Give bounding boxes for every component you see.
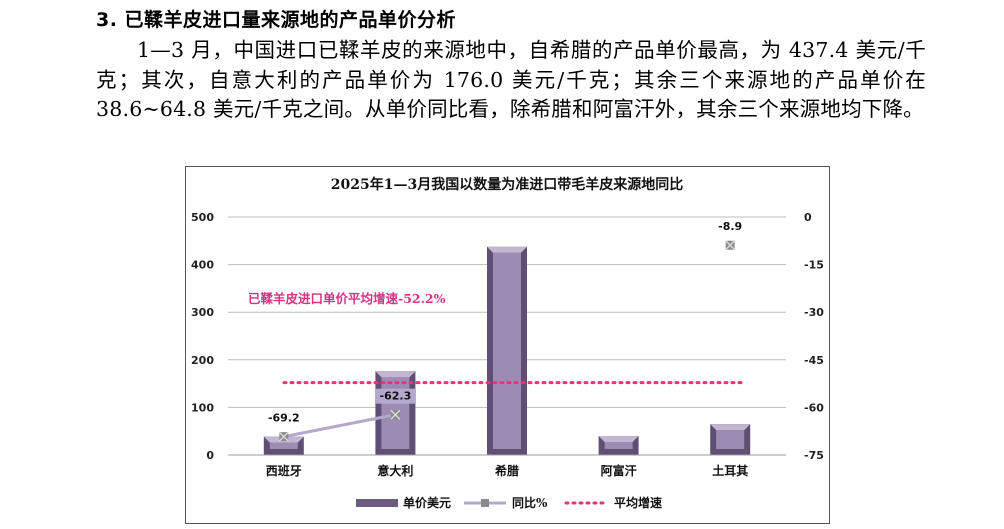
yoy-label-bg [713,219,748,235]
legend-item-yoy: 同比% [464,495,548,510]
right-axis-tick-label: -30 [804,306,824,319]
left-axis-tick-label: 100 [191,401,214,414]
legend-item-average: 平均增速 [564,495,662,510]
bar-西班牙 [263,436,304,455]
svg-text:单价美元: 单价美元 [403,495,451,510]
yoy-marker-土耳其 [725,240,736,251]
body-paragraph: 1—3 月，中国进口已鞣羊皮的来源地中，自希腊的产品单价最高，为 437.4 美… [96,38,926,121]
svg-text:同比%: 同比% [512,495,548,510]
left-axis-tick-label: 500 [191,211,214,224]
yoy-data-label: -62.3 [380,390,412,403]
yoy-marker-意大利 [390,409,401,420]
yoy-marker-西班牙 [278,431,289,442]
right-axis-tick-label: 0 [804,211,812,224]
left-axis-tick-label: 400 [191,259,214,272]
chart-title: 2025年1—3月我国以数量为准进口带毛羊皮来源地同比 [331,176,683,193]
category-label: 土耳其 [712,463,748,478]
bar-土耳其 [710,424,751,455]
yoy-data-label: -69.2 [268,412,300,425]
section-heading: 3. 已鞣羊皮进口量来源地的产品单价分析 [96,9,457,31]
yoy-data-label: -8.9 [718,220,742,233]
left-axis-tick-label: 200 [191,354,214,367]
svg-text:平均增速: 平均增速 [614,495,662,510]
left-axis-tick-label: 300 [191,306,214,319]
right-axis-tick-label: -15 [804,259,824,272]
legend-item-price: 单价美元 [356,495,451,510]
yoy-line-segment [283,413,396,439]
average-growth-annotation: 已鞣羊皮进口单价平均增速-52.2% [248,291,446,306]
category-label: 希腊 [494,463,519,478]
right-axis-tick-label: -75 [804,449,824,462]
right-axis-tick-label: -60 [804,401,824,414]
category-label: 西班牙 [266,463,302,478]
combo-chart: 2025年1—3月我国以数量为准进口带毛羊皮来源地同比 -69.2 -62.3 -8… [191,176,824,510]
bar-阿富汗 [598,435,639,455]
right-axis-tick-label: -45 [804,354,824,367]
bar-希腊 [487,246,527,455]
category-label: 阿富汗 [601,463,637,478]
yoy-label-bg [374,388,416,404]
chart-container: 2025年1—3月我国以数量为准进口带毛羊皮来源地同比 -69.2 -62.3 -8… [185,166,830,524]
yoy-label-bg [263,410,305,426]
category-label: 意大利 [377,463,413,478]
left-axis-tick-label: 0 [206,449,214,462]
